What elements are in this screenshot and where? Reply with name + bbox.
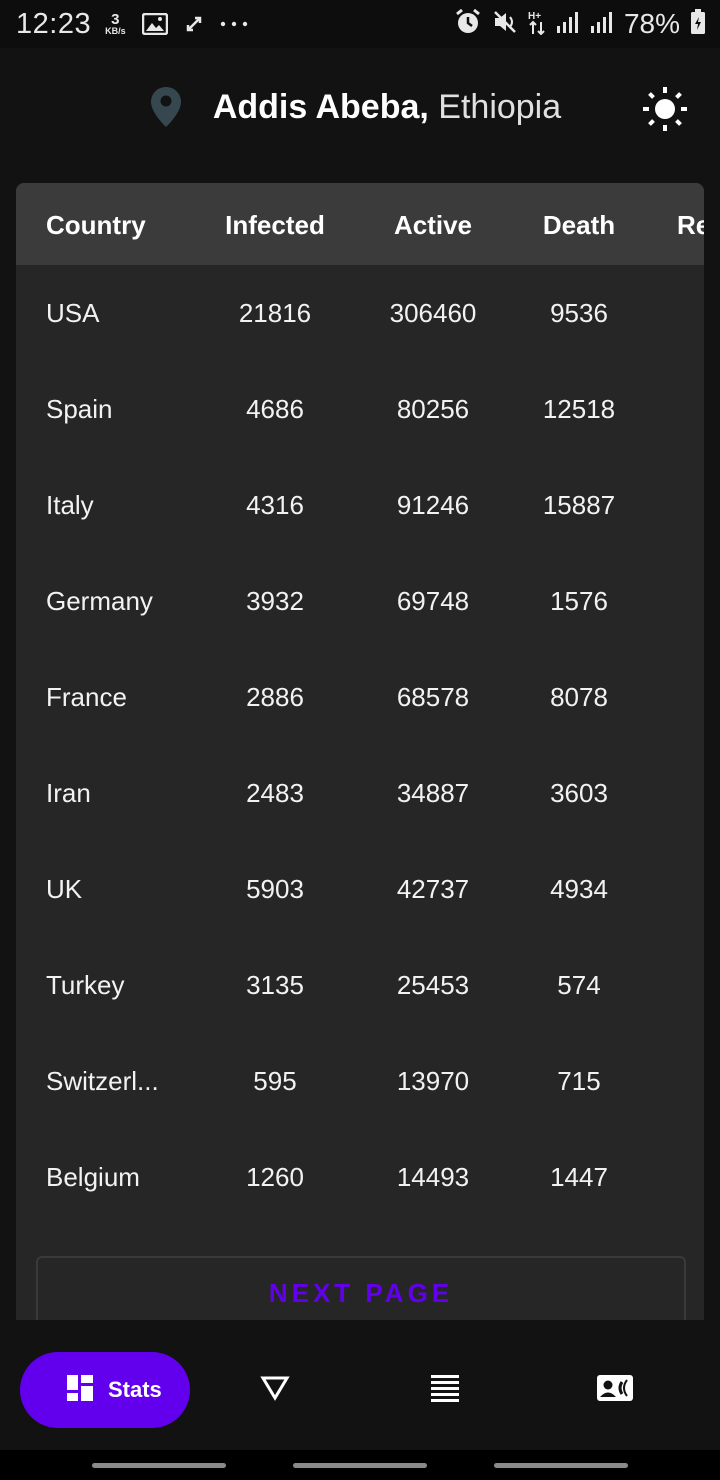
table-row[interactable]: Belgium 1260 14493 1447 bbox=[16, 1129, 704, 1225]
signal-icon bbox=[556, 10, 580, 39]
cell-death: 1576 bbox=[550, 586, 608, 616]
table-row[interactable]: Germany 3932 69748 1576 bbox=[16, 553, 704, 649]
cell-country: Germany bbox=[46, 586, 153, 616]
cell-infected: 4686 bbox=[246, 394, 304, 424]
table-row[interactable]: Spain 4686 80256 12518 bbox=[16, 361, 704, 457]
table-row[interactable]: USA 21816 306460 9536 bbox=[16, 265, 704, 361]
contact-card-icon bbox=[596, 1374, 634, 1407]
triangle-down-icon bbox=[260, 1375, 290, 1406]
location-label: Addis Abeba, Ethiopia bbox=[213, 88, 561, 127]
cell-infected: 5903 bbox=[246, 874, 304, 904]
cell-death: 574 bbox=[557, 970, 601, 1000]
status-bar: 12:23 3 KB/s H+ 78% bbox=[0, 0, 720, 48]
image-icon bbox=[141, 13, 168, 35]
cell-country: Italy bbox=[46, 490, 94, 520]
cell-infected: 3135 bbox=[246, 970, 304, 1000]
sync-icon bbox=[184, 14, 204, 34]
next-page-button[interactable]: NEXT PAGE bbox=[36, 1256, 686, 1320]
mute-icon bbox=[492, 9, 518, 40]
column-header-recovered[interactable]: Re bbox=[677, 210, 704, 240]
more-icon bbox=[220, 21, 248, 27]
location-city: Addis Abeba, bbox=[212, 87, 429, 126]
cell-country: Turkey bbox=[46, 970, 125, 1000]
status-time: 12:23 bbox=[16, 7, 92, 40]
cell-active: 306460 bbox=[389, 298, 477, 328]
brightness-icon[interactable] bbox=[640, 84, 690, 134]
table-row[interactable]: Switzerl... 595 13970 715 bbox=[16, 1033, 704, 1129]
nav-stats-button[interactable]: Stats bbox=[20, 1352, 190, 1428]
column-header-active[interactable]: Active bbox=[393, 210, 473, 240]
cell-infected: 2483 bbox=[246, 778, 304, 808]
column-header-infected[interactable]: Infected bbox=[225, 210, 325, 240]
cell-active: 25453 bbox=[396, 970, 470, 1000]
cell-infected: 4316 bbox=[246, 490, 304, 520]
system-home-bar[interactable] bbox=[293, 1463, 427, 1468]
cell-country: France bbox=[46, 682, 127, 712]
cell-country: Iran bbox=[46, 778, 91, 808]
list-icon bbox=[430, 1374, 460, 1407]
table-row[interactable]: Iran 2483 34887 3603 bbox=[16, 745, 704, 841]
system-back-bar[interactable] bbox=[494, 1463, 628, 1468]
location-country: Ethiopia bbox=[438, 87, 562, 126]
cell-infected: 1260 bbox=[246, 1162, 304, 1192]
cell-death: 12518 bbox=[542, 394, 616, 424]
system-navigation-bar bbox=[0, 1450, 720, 1480]
cell-death: 4934 bbox=[550, 874, 608, 904]
cell-death: 1447 bbox=[550, 1162, 608, 1192]
cell-active: 80256 bbox=[396, 394, 470, 424]
battery-icon bbox=[690, 8, 706, 40]
cell-death: 3603 bbox=[550, 778, 608, 808]
cell-country: USA bbox=[46, 298, 100, 328]
nav-contact-button[interactable] bbox=[595, 1372, 635, 1408]
stats-table: Country Infected Active Death Re USA 218… bbox=[16, 183, 704, 1320]
cell-infected: 595 bbox=[253, 1066, 297, 1096]
cell-infected: 3932 bbox=[246, 586, 304, 616]
cell-death: 715 bbox=[557, 1066, 601, 1096]
cell-active: 14493 bbox=[396, 1162, 470, 1192]
table-row[interactable]: France 2886 68578 8078 bbox=[16, 649, 704, 745]
cell-active: 42737 bbox=[396, 874, 470, 904]
next-page-label: NEXT PAGE bbox=[268, 1278, 454, 1308]
data-arrows-icon: H+ bbox=[528, 9, 546, 40]
network-speed-unit: KB/s bbox=[105, 26, 126, 36]
cell-infected: 21816 bbox=[238, 298, 312, 328]
cell-active: 34887 bbox=[396, 778, 470, 808]
table-header-row: Country Infected Active Death Re bbox=[16, 183, 704, 265]
column-header-death[interactable]: Death bbox=[542, 210, 616, 240]
table-row[interactable]: Turkey 3135 25453 574 bbox=[16, 937, 704, 1033]
cell-active: 91246 bbox=[396, 490, 470, 520]
battery-percent: 78% bbox=[623, 8, 680, 39]
cell-country: Spain bbox=[46, 394, 113, 424]
nav-filter-button[interactable] bbox=[255, 1372, 295, 1408]
bottom-navigation: Stats bbox=[0, 1320, 720, 1450]
network-speed: 3 KB/s bbox=[105, 12, 126, 36]
alarm-icon bbox=[454, 8, 482, 40]
cell-death: 15887 bbox=[542, 490, 616, 520]
system-recent-bar[interactable] bbox=[92, 1463, 226, 1468]
column-header-country[interactable]: Country bbox=[46, 210, 146, 240]
cell-country: Belgium bbox=[46, 1162, 140, 1192]
nav-list-button[interactable] bbox=[425, 1372, 465, 1408]
location-header: Addis Abeba, Ethiopia bbox=[0, 72, 720, 142]
cell-country: UK bbox=[46, 874, 83, 904]
cell-death: 8078 bbox=[550, 682, 608, 712]
cell-active: 13970 bbox=[396, 1066, 470, 1096]
location-pin-icon[interactable] bbox=[150, 86, 182, 133]
table-row[interactable]: UK 5903 42737 4934 bbox=[16, 841, 704, 937]
cell-death: 9536 bbox=[550, 298, 608, 328]
cell-active: 69748 bbox=[396, 586, 470, 616]
table-row[interactable]: Italy 4316 91246 15887 bbox=[16, 457, 704, 553]
svg-text:H+: H+ bbox=[528, 11, 541, 22]
cell-infected: 2886 bbox=[246, 682, 304, 712]
signal-icon bbox=[590, 10, 614, 39]
network-speed-value: 3 bbox=[111, 11, 120, 28]
cell-active: 68578 bbox=[396, 682, 470, 712]
nav-stats-label: Stats bbox=[108, 1377, 162, 1402]
cell-country: Switzerl... bbox=[46, 1066, 159, 1096]
dashboard-icon bbox=[66, 1374, 94, 1407]
